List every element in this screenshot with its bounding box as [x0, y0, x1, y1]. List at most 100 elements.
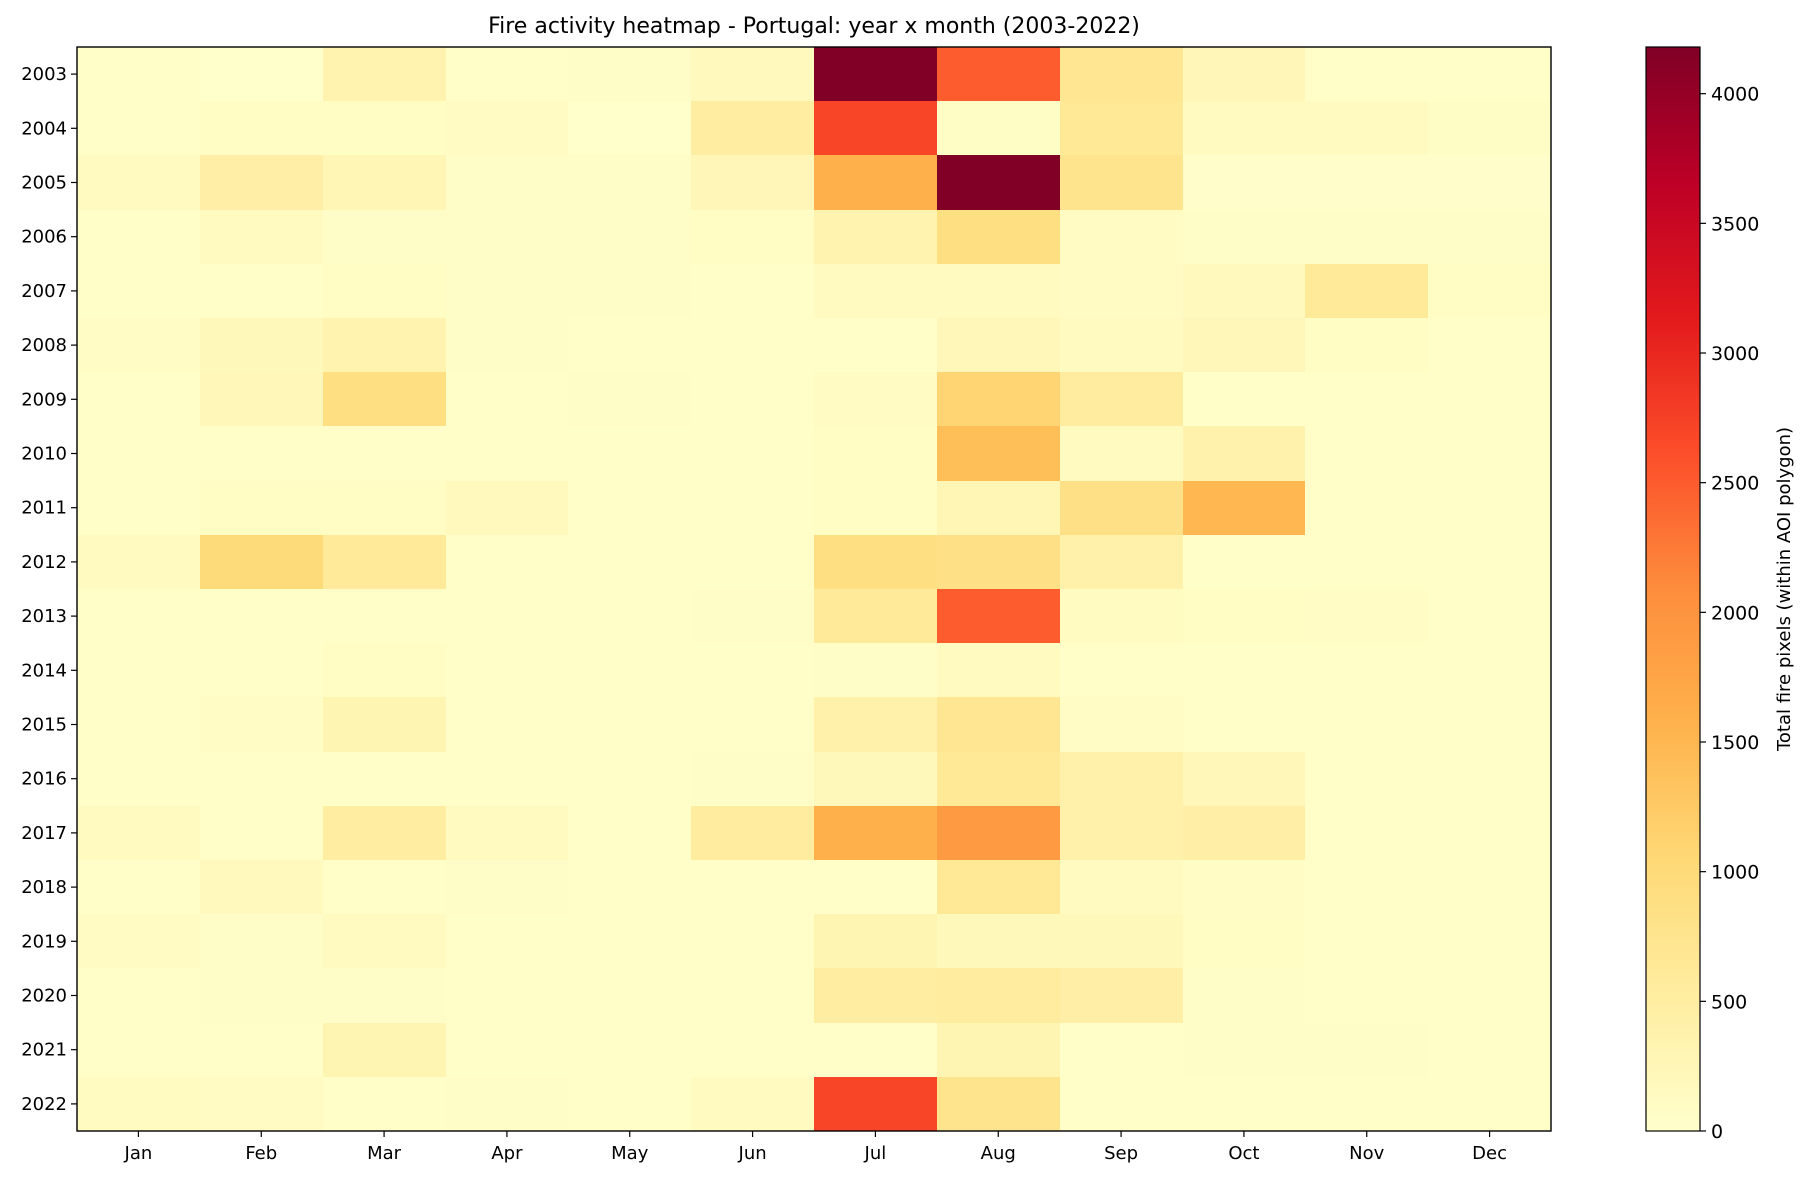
heat-cell-2010-dec — [1428, 426, 1551, 481]
heat-cell-2008-jan — [77, 318, 200, 372]
heat-cell-2008-feb — [200, 318, 323, 372]
heat-cell-2022-jun — [691, 1077, 814, 1131]
heat-cell-2011-feb — [200, 481, 323, 535]
heat-cell-2009-nov — [1305, 372, 1428, 426]
heat-cell-2018-may — [568, 860, 691, 914]
heat-cell-2011-mar — [323, 481, 446, 535]
heat-cell-2010-jul — [814, 426, 937, 481]
x-tick-label-jun: Jun — [738, 1143, 767, 1164]
heat-cell-2010-feb — [200, 426, 323, 481]
heat-cell-2003-sep — [1060, 47, 1183, 101]
heat-cell-2011-jan — [77, 481, 200, 535]
heat-cell-2005-mar — [323, 155, 446, 210]
heat-cell-2015-nov — [1305, 697, 1428, 752]
colorbar-tick-label-1000: 1000 — [1711, 862, 1759, 884]
heat-cell-2022-oct — [1183, 1077, 1305, 1131]
heat-cell-2009-jun — [691, 372, 814, 426]
heat-cell-2007-jan — [77, 264, 200, 318]
x-tick-label-feb: Feb — [245, 1143, 277, 1164]
heat-cell-2007-aug — [937, 264, 1060, 318]
heat-cell-2022-aug — [937, 1077, 1060, 1131]
heat-cell-2013-sep — [1060, 589, 1183, 643]
heat-cell-2006-jul — [814, 210, 937, 264]
heat-cell-2020-oct — [1183, 968, 1305, 1023]
heat-cell-2012-apr — [446, 535, 568, 589]
heat-cell-2006-feb — [200, 210, 323, 264]
heat-cell-2010-oct — [1183, 426, 1305, 481]
heat-cell-2008-may — [568, 318, 691, 372]
x-tick-label-sep: Sep — [1104, 1143, 1138, 1164]
heat-cell-2012-nov — [1305, 535, 1428, 589]
y-tick-label-2004: 2004 — [21, 118, 67, 139]
heat-cell-2017-jun — [691, 806, 814, 860]
heat-cell-2006-nov — [1305, 210, 1428, 264]
heat-cell-2020-nov — [1305, 968, 1428, 1023]
heat-cell-2003-feb — [200, 47, 323, 101]
y-tick-label-2005: 2005 — [21, 173, 67, 194]
heat-cell-2021-jun — [691, 1023, 814, 1077]
heat-cell-2006-jun — [691, 210, 814, 264]
colorbar-ticks: 0 500 1000 1500 2000 2500 3000 3500 4000 — [1700, 84, 1759, 1143]
heat-cell-2003-jan — [77, 47, 200, 101]
colorbar-label: Total fire pixels (within AOI polygon) — [1774, 427, 1795, 752]
heat-cell-2011-jun — [691, 481, 814, 535]
heat-cell-2011-apr — [446, 481, 568, 535]
y-tick-label-2013: 2013 — [21, 606, 67, 627]
heat-cell-2011-aug — [937, 481, 1060, 535]
heat-cell-2017-nov — [1305, 806, 1428, 860]
heat-cell-2005-jul — [814, 155, 937, 210]
heat-cell-2015-jul — [814, 697, 937, 752]
heat-cell-2019-jul — [814, 914, 937, 968]
heat-cell-2016-feb — [200, 752, 323, 806]
y-tick-label-2008: 2008 — [21, 335, 67, 356]
heat-cell-2006-aug — [937, 210, 1060, 264]
heat-cell-2014-jan — [77, 643, 200, 697]
heat-cell-2003-may — [568, 47, 691, 101]
heat-cell-2007-dec — [1428, 264, 1551, 318]
heat-cell-2013-mar — [323, 589, 446, 643]
heat-cell-2022-feb — [200, 1077, 323, 1131]
heat-cell-2021-may — [568, 1023, 691, 1077]
heat-cell-2020-aug — [937, 968, 1060, 1023]
heat-cell-2018-aug — [937, 860, 1060, 914]
heat-cell-2018-sep — [1060, 860, 1183, 914]
colorbar-tick-label-1500: 1500 — [1711, 732, 1759, 754]
heat-cell-2009-jul — [814, 372, 937, 426]
x-tick-label-nov: Nov — [1349, 1143, 1384, 1164]
heat-cell-2003-oct — [1183, 47, 1305, 101]
plot-frame — [76, 46, 1552, 1132]
colorbar-tick-label-3500: 3500 — [1711, 213, 1759, 235]
heat-cell-2015-may — [568, 697, 691, 752]
heat-cell-2008-apr — [446, 318, 568, 372]
heat-cell-2016-jan — [77, 752, 200, 806]
heat-cell-2003-mar — [323, 47, 446, 101]
heat-cell-2018-nov — [1305, 860, 1428, 914]
heat-cell-2009-dec — [1428, 372, 1551, 426]
heat-cell-2012-feb — [200, 535, 323, 589]
heat-cell-2018-jan — [77, 860, 200, 914]
heat-cell-2016-dec — [1428, 752, 1551, 806]
heat-cell-2019-feb — [200, 914, 323, 968]
heat-cell-2013-jul — [814, 589, 937, 643]
heat-cell-2021-oct — [1183, 1023, 1305, 1077]
heat-cell-2005-apr — [446, 155, 568, 210]
heat-cell-2007-mar — [323, 264, 446, 318]
heat-cell-2013-nov — [1305, 589, 1428, 643]
heat-cell-2004-aug — [937, 101, 1060, 155]
heat-cell-2004-may — [568, 101, 691, 155]
heat-cell-2003-jul — [814, 47, 937, 101]
heat-cell-2019-aug — [937, 914, 1060, 968]
heat-cell-2016-nov — [1305, 752, 1428, 806]
heat-cell-2014-may — [568, 643, 691, 697]
x-tick-label-jan: Jan — [124, 1143, 153, 1164]
heat-cell-2022-jan — [77, 1077, 200, 1131]
heat-cell-2004-feb — [200, 101, 323, 155]
heat-cell-2006-jan — [77, 210, 200, 264]
x-tick-label-dec: Dec — [1472, 1143, 1507, 1164]
heat-cell-2012-aug — [937, 535, 1060, 589]
heat-cell-2004-apr — [446, 101, 568, 155]
heat-cell-2016-aug — [937, 752, 1060, 806]
heat-cell-2010-may — [568, 426, 691, 481]
colorbar-tick-label-0: 0 — [1711, 1121, 1723, 1143]
colorbar — [1645, 46, 1701, 1132]
